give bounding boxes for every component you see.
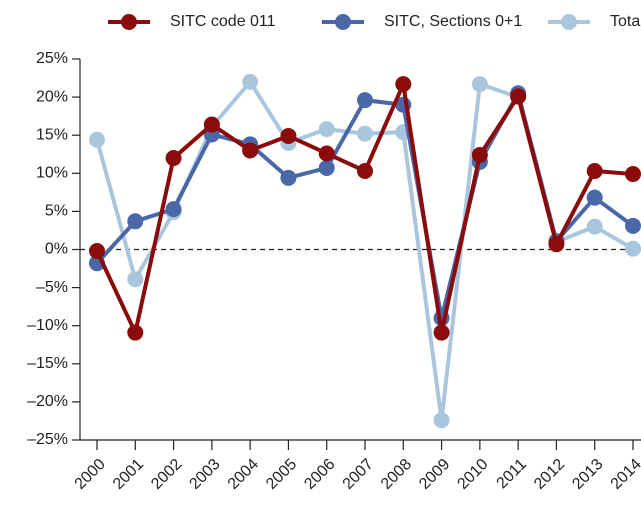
data-point: [586, 163, 603, 180]
x-tick-label: 2004: [225, 456, 262, 493]
data-point: [89, 243, 105, 260]
y-tick-label: 0%: [45, 241, 68, 258]
data-point: [280, 127, 297, 144]
data-point: [471, 147, 488, 164]
x-tick-label: 2008: [378, 456, 415, 493]
data-point: [203, 116, 220, 133]
x-tick-label: 2014: [608, 456, 641, 493]
data-point: [127, 213, 144, 230]
data-point: [242, 142, 259, 159]
data-point: [318, 159, 335, 176]
y-tick-label: 10%: [36, 165, 68, 182]
y-tick-label: –15%: [27, 355, 68, 372]
data-point: [510, 88, 527, 105]
data-point: [165, 150, 182, 167]
series: [89, 85, 641, 327]
data-point: [357, 92, 373, 109]
data-point: [433, 412, 450, 429]
x-tick-label: 2001: [110, 456, 147, 493]
y-tick-label: 15%: [36, 126, 68, 143]
legend-label: SITC, Sections 0+1: [384, 13, 522, 30]
data-point: [165, 201, 182, 218]
x-tick-label: 2010: [454, 456, 491, 493]
x-tick-label: 2005: [263, 456, 300, 493]
x-tick-label: 2012: [531, 456, 568, 493]
x-tick-label: 2000: [72, 456, 109, 493]
x-tick-label: 2013: [569, 456, 606, 493]
y-tick-label: –10%: [27, 317, 68, 334]
data-point: [280, 169, 297, 186]
data-point: [625, 240, 641, 257]
legend-marker: [335, 14, 351, 30]
x-tick-label: 2006: [301, 456, 338, 493]
data-point: [89, 131, 105, 148]
x-tick-label: 2009: [416, 456, 453, 493]
y-tick-label: –5%: [36, 279, 68, 296]
data-point: [318, 121, 335, 138]
data-point: [471, 76, 488, 93]
data-point: [357, 125, 373, 142]
y-tick-label: –25%: [27, 431, 68, 448]
data-point: [395, 76, 412, 93]
legend-label: Total: [610, 13, 641, 30]
data-point: [127, 271, 144, 288]
data-point: [586, 218, 603, 235]
y-tick-label: 25%: [36, 50, 68, 67]
y-tick-label: –20%: [27, 393, 68, 410]
x-tick-label: 2007: [340, 456, 377, 493]
data-point: [318, 145, 335, 162]
legend-label: SITC code 011: [170, 13, 276, 30]
data-point: [548, 236, 565, 253]
x-tick-label: 2002: [148, 456, 185, 493]
data-point: [625, 166, 641, 183]
legend-marker: [121, 14, 137, 30]
data-point: [127, 324, 144, 341]
y-tick-label: 5%: [45, 203, 68, 220]
data-point: [586, 189, 603, 206]
data-point: [625, 217, 641, 234]
data-point: [242, 73, 259, 90]
x-tick-label: 2003: [186, 456, 223, 493]
legend-marker: [561, 14, 577, 30]
data-point: [357, 163, 373, 180]
y-tick-label: 20%: [36, 88, 68, 105]
data-point: [433, 324, 450, 341]
x-tick-label: 2011: [494, 456, 530, 492]
series: [89, 76, 641, 341]
